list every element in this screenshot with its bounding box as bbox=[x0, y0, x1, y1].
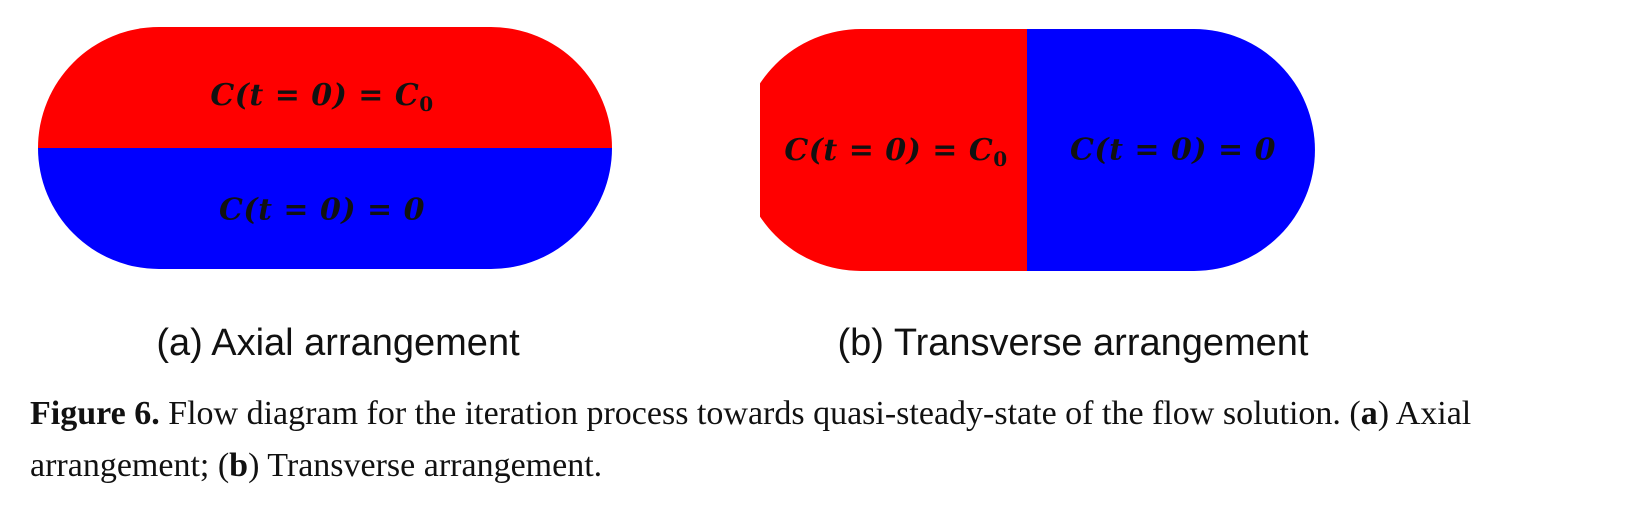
transverse-right-label: C(t = 0) = 0 bbox=[1070, 132, 1276, 168]
figure-label: Figure 6. bbox=[30, 395, 160, 432]
panel-axial-arrangement: C(t = 0) = C0 C(t = 0) = 0 bbox=[0, 0, 680, 300]
figure-caption-a-text: ) Axial arrangement; ( bbox=[30, 395, 1472, 484]
caption-axial: (a) Axial arrangement bbox=[156, 322, 520, 364]
panel-transverse-arrangement: C(t = 0) = C0 C(t = 0) = 0 bbox=[760, 0, 1400, 300]
axial-capsule bbox=[38, 27, 612, 269]
figure-caption-b-text: ) Transverse arrangement. bbox=[248, 447, 603, 484]
axial-top-label: C(t = 0) = C0 bbox=[210, 78, 434, 116]
transverse-left-region bbox=[760, 29, 1027, 271]
axial-top-region bbox=[38, 27, 612, 148]
figure-caption-text: Flow diagram for the iteration process t… bbox=[159, 395, 1361, 432]
transverse-left-label: C(t = 0) = C0 bbox=[784, 133, 1008, 171]
axial-bottom-region bbox=[38, 148, 612, 269]
transverse-right-region bbox=[1027, 29, 1315, 271]
axial-bottom-label: C(t = 0) = 0 bbox=[219, 192, 425, 228]
figure-caption-b-marker: b bbox=[229, 447, 249, 484]
figure-caption-a-marker: a bbox=[1360, 395, 1378, 432]
caption-transverse: (b) Transverse arrangement bbox=[837, 322, 1309, 364]
figure-caption: Figure 6. Flow diagram for the iteration… bbox=[30, 388, 1620, 492]
transverse-capsule bbox=[760, 29, 1315, 271]
